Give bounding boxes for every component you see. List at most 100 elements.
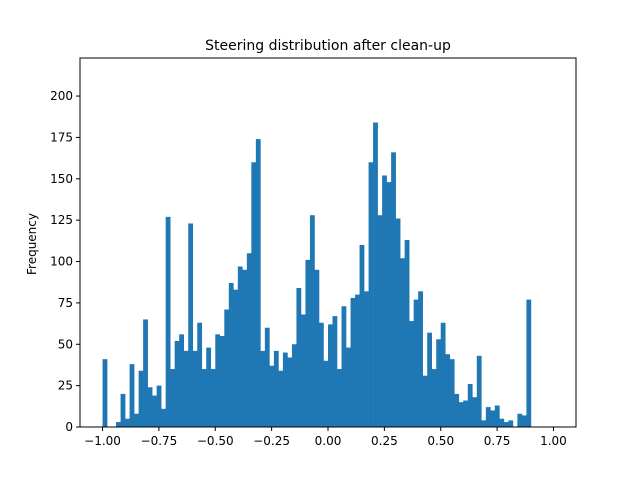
y-tick-label: 150 — [50, 172, 73, 186]
histogram-bar — [440, 322, 446, 427]
histogram-bar — [422, 375, 428, 427]
histogram-bar — [395, 218, 401, 427]
histogram-bar — [526, 299, 532, 427]
histogram-bar — [458, 402, 464, 427]
y-tick-label: 200 — [50, 89, 73, 103]
histogram-bar — [431, 369, 437, 427]
y-tick-label: 175 — [50, 130, 73, 144]
histogram-bar — [368, 162, 374, 427]
histogram-bar — [355, 294, 360, 427]
histogram-bar — [449, 359, 455, 427]
histogram-bar — [188, 223, 194, 427]
histogram-bar — [499, 418, 505, 427]
histogram-bar — [210, 369, 216, 427]
histogram-bar — [152, 395, 157, 427]
x-tick-label: 0.25 — [371, 434, 398, 448]
histogram-bar — [517, 413, 523, 427]
histogram-bar — [467, 383, 473, 427]
histogram-bar — [323, 360, 329, 427]
histogram-bar — [391, 152, 396, 427]
histogram-bar — [341, 306, 347, 427]
histogram-bar — [508, 420, 514, 427]
histogram-bar — [332, 316, 338, 427]
histogram-bar — [350, 297, 356, 427]
histogram-bar — [463, 400, 469, 427]
y-tick-label: 100 — [50, 255, 73, 269]
histogram-bar — [269, 365, 275, 427]
histogram-bar — [485, 407, 491, 427]
histogram-bar — [291, 344, 297, 427]
histogram-bar — [490, 410, 496, 427]
histogram-bar — [134, 413, 139, 427]
histogram-bar — [373, 122, 378, 427]
histogram-bar — [206, 347, 212, 427]
chart-title: Steering distribution after clean-up — [205, 38, 451, 54]
histogram-bar — [503, 422, 509, 427]
histogram-bar — [246, 253, 252, 427]
y-tick-label: 75 — [58, 296, 73, 310]
histogram-bar — [224, 309, 230, 427]
histogram-bar — [377, 215, 383, 427]
histogram-bar — [255, 139, 261, 427]
histogram-bar — [125, 418, 130, 427]
histogram-bar — [404, 240, 410, 427]
x-tick-label: −0.75 — [141, 434, 178, 448]
histogram-bar — [445, 354, 451, 427]
histogram-bar — [147, 387, 153, 427]
y-axis-ticks: 0 25 50 75 100 125 150 175 200 — [50, 89, 80, 434]
x-tick-label: 0.75 — [484, 434, 511, 448]
histogram-bar — [228, 283, 234, 427]
x-tick-label: 0.00 — [315, 434, 342, 448]
histogram-bar — [251, 162, 257, 427]
histogram-bar — [296, 288, 302, 427]
histogram-bar — [359, 244, 365, 427]
plot-frame — [79, 57, 577, 428]
histogram-bar — [282, 352, 288, 427]
histogram-bar — [521, 415, 527, 427]
histogram-bar — [418, 291, 423, 427]
histogram-bar — [476, 355, 482, 427]
histogram-bar — [215, 334, 221, 427]
x-tick-label: 0.50 — [427, 434, 454, 448]
histogram-bar — [481, 420, 487, 427]
histogram-bar — [165, 216, 171, 427]
histogram-bar — [300, 314, 306, 427]
histogram-bar — [170, 369, 175, 427]
histogram-bar — [494, 405, 500, 427]
histogram-bar — [309, 215, 315, 427]
histogram-bar — [233, 289, 239, 427]
x-tick-label: 1.00 — [540, 434, 567, 448]
histogram-bar — [364, 291, 369, 427]
histogram-bar — [156, 385, 162, 427]
histogram-bar — [129, 364, 135, 427]
histogram-bar — [328, 324, 333, 427]
bars-group — [102, 122, 532, 427]
histogram-bar — [278, 370, 284, 427]
histogram-bar — [472, 397, 478, 427]
histogram-bar — [242, 269, 248, 427]
histogram-bar — [454, 393, 460, 427]
histogram-bar — [314, 269, 320, 427]
histogram-bar — [413, 299, 419, 427]
histogram-bar — [264, 327, 270, 427]
histogram-bar — [143, 319, 148, 427]
y-axis-label: Frequency — [25, 213, 39, 275]
histogram-bar — [409, 321, 414, 427]
y-tick-label: 125 — [50, 213, 73, 227]
histogram-bar — [192, 350, 198, 427]
y-tick-label: 50 — [58, 337, 73, 351]
x-tick-label: −1.00 — [84, 434, 121, 448]
histogram-bar — [161, 408, 166, 427]
histogram-bar — [179, 334, 185, 427]
histogram-bar — [183, 350, 189, 427]
histogram-bar — [436, 339, 442, 427]
histogram-bar — [237, 266, 243, 427]
histogram-bar — [219, 335, 225, 427]
histogram-bar — [386, 182, 392, 427]
histogram-bar — [337, 369, 342, 427]
histogram-bar — [305, 259, 311, 427]
histogram-bar — [287, 357, 293, 427]
histogram-bar — [138, 370, 144, 427]
